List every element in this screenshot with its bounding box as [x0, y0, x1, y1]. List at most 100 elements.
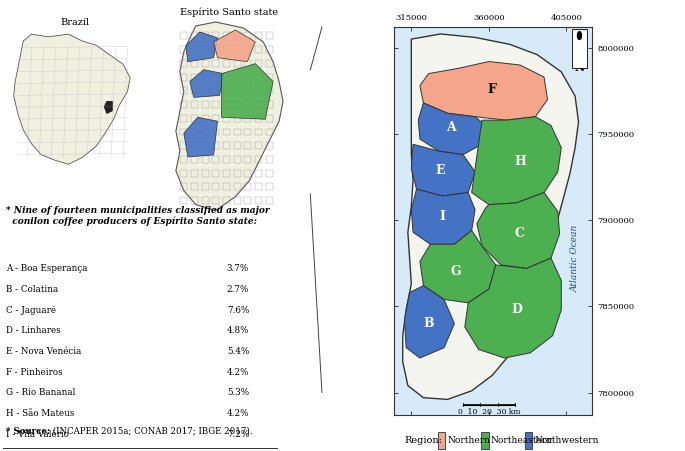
Bar — [180, 129, 187, 135]
Bar — [191, 115, 198, 122]
Bar — [234, 197, 240, 204]
Bar — [266, 170, 273, 177]
Text: 4.8%: 4.8% — [227, 326, 249, 335]
Bar — [201, 74, 209, 81]
Bar — [180, 60, 187, 67]
Bar — [266, 46, 273, 53]
Bar — [191, 74, 198, 81]
Bar — [180, 115, 187, 122]
Bar — [234, 32, 240, 39]
Text: B: B — [423, 317, 434, 330]
Text: I: I — [439, 210, 445, 223]
Bar — [223, 129, 230, 135]
Polygon shape — [190, 69, 223, 97]
Bar — [201, 115, 209, 122]
Bar — [212, 46, 219, 53]
Bar — [201, 184, 209, 190]
Polygon shape — [464, 258, 561, 358]
Bar — [234, 87, 240, 94]
Bar — [245, 156, 251, 163]
Text: H: H — [514, 155, 526, 168]
Text: Region:: Region: — [404, 436, 442, 445]
Bar — [212, 115, 219, 122]
Bar — [191, 60, 198, 67]
Bar — [234, 184, 240, 190]
Bar — [223, 156, 230, 163]
Text: A - Boa Esperança: A - Boa Esperança — [6, 264, 88, 273]
Text: E: E — [436, 164, 445, 177]
Circle shape — [577, 32, 582, 40]
Polygon shape — [184, 117, 218, 157]
Text: A: A — [446, 120, 456, 133]
Text: 3.7%: 3.7% — [227, 264, 249, 273]
Bar — [201, 60, 209, 67]
Bar — [180, 142, 187, 149]
Bar — [255, 129, 262, 135]
Bar — [191, 197, 198, 204]
Bar — [223, 197, 230, 204]
Text: (INCAPER 2015a; CONAB 2017; IBGE 2017).: (INCAPER 2015a; CONAB 2017; IBGE 2017). — [51, 427, 253, 436]
Bar — [255, 46, 262, 53]
Bar — [245, 170, 251, 177]
Bar — [255, 170, 262, 177]
Bar — [255, 156, 262, 163]
Text: N: N — [574, 62, 584, 73]
Bar — [223, 87, 230, 94]
Text: E - Nova Venécia: E - Nova Venécia — [6, 347, 82, 356]
Polygon shape — [403, 34, 579, 400]
Bar — [223, 170, 230, 177]
Text: G: G — [451, 265, 462, 278]
Bar — [255, 197, 262, 204]
Polygon shape — [404, 285, 454, 358]
Bar — [212, 197, 219, 204]
Bar — [180, 46, 187, 53]
Text: 0  10  20  30 km: 0 10 20 30 km — [458, 408, 520, 416]
Bar — [191, 32, 198, 39]
Bar — [266, 101, 273, 108]
Bar — [223, 74, 230, 81]
Bar — [255, 101, 262, 108]
Bar — [255, 74, 262, 81]
Bar — [212, 129, 219, 135]
Bar — [180, 32, 187, 39]
Text: I - Vila Valério: I - Vila Valério — [6, 430, 69, 439]
Polygon shape — [176, 22, 283, 211]
Text: Northeastern: Northeastern — [491, 436, 553, 445]
Bar — [266, 142, 273, 149]
Bar — [245, 142, 251, 149]
Bar — [201, 142, 209, 149]
Bar — [245, 197, 251, 204]
Polygon shape — [420, 230, 496, 303]
Text: B - Colatina: B - Colatina — [6, 285, 58, 294]
Bar — [245, 115, 251, 122]
Bar — [234, 46, 240, 53]
Text: 5.4%: 5.4% — [227, 347, 249, 356]
Text: * Nine of fourteen municipalities classified as major
  conilon coffee producers: * Nine of fourteen municipalities classi… — [6, 206, 270, 226]
Bar — [201, 32, 209, 39]
Bar — [223, 115, 230, 122]
Bar — [201, 197, 209, 204]
Bar — [438, 432, 445, 449]
Bar — [255, 184, 262, 190]
Bar — [180, 197, 187, 204]
Bar — [191, 184, 198, 190]
Polygon shape — [214, 30, 256, 62]
Bar — [234, 129, 240, 135]
Bar — [201, 101, 209, 108]
Bar — [255, 142, 262, 149]
Bar — [234, 170, 240, 177]
Bar — [266, 74, 273, 81]
Bar — [212, 32, 219, 39]
Text: 2.7%: 2.7% — [227, 285, 249, 294]
Polygon shape — [411, 144, 475, 196]
Bar — [266, 87, 273, 94]
Title: Espírito Santo state: Espírito Santo state — [180, 8, 279, 17]
Polygon shape — [14, 34, 130, 164]
Bar — [191, 170, 198, 177]
Bar — [191, 46, 198, 53]
Bar — [482, 432, 489, 449]
Bar — [255, 115, 262, 122]
Bar — [201, 170, 209, 177]
Bar — [245, 60, 251, 67]
Bar — [212, 74, 219, 81]
